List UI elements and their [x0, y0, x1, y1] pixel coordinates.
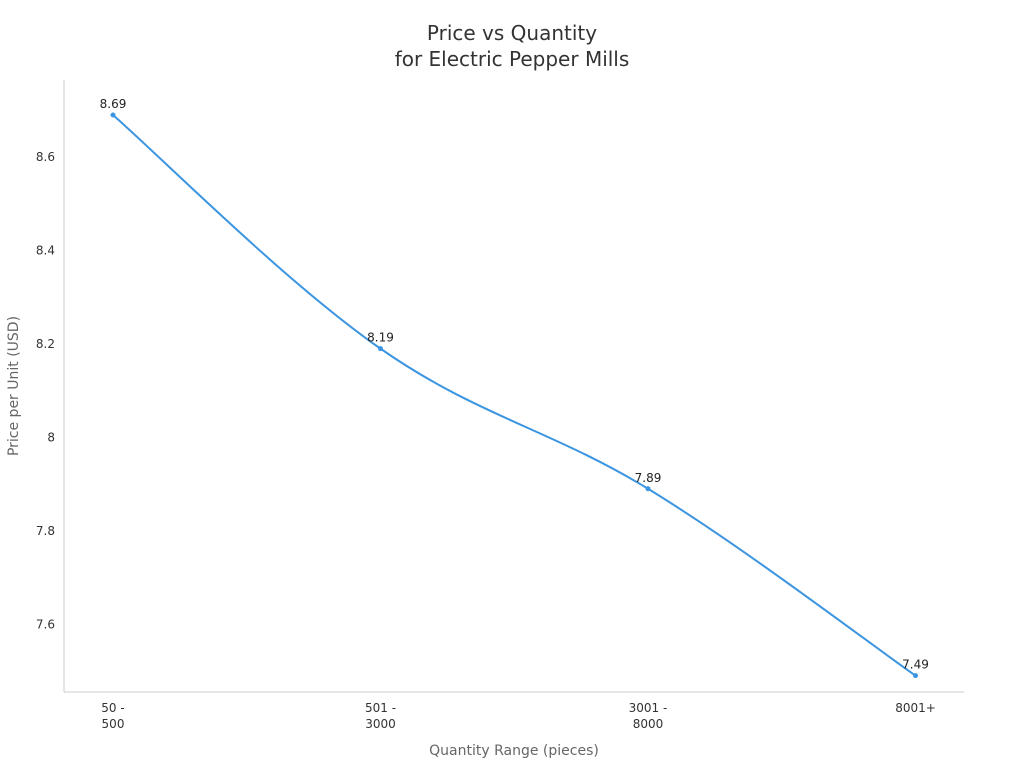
x-tick-label: 50 - [101, 701, 124, 715]
chart-title-line-1: Price vs Quantity [427, 21, 597, 45]
y-tick-label: 7.6 [36, 617, 55, 631]
data-label: 8.19 [367, 331, 394, 345]
data-points [110, 112, 918, 679]
x-tick-label: 500 [102, 717, 125, 731]
data-label: 7.89 [635, 471, 662, 485]
x-tick-label: 8000 [633, 717, 664, 731]
data-point [378, 346, 383, 352]
y-tick-labels: 7.6 7.8 8 8.2 8.4 8.6 [36, 150, 55, 631]
data-labels: 8.69 8.19 7.89 7.49 [100, 97, 929, 672]
x-tick-label: 501 - [365, 701, 396, 715]
y-tick-label: 8 [47, 430, 55, 444]
series-line [112, 114, 917, 677]
data-point [110, 112, 116, 118]
x-tick-label: 8001+ [895, 701, 936, 715]
x-tick-label: 3001 - [629, 701, 668, 715]
x-axis-label: Quantity Range (pieces) [429, 743, 599, 759]
y-axis-label: Price per Unit (USD) [6, 316, 22, 456]
y-tick-label: 8.2 [36, 337, 55, 351]
data-point [645, 486, 651, 492]
chart-title: Price vs Quantity for Electric Pepper Mi… [395, 21, 630, 71]
data-label: 8.69 [100, 97, 127, 111]
y-tick-label: 8.4 [36, 244, 55, 258]
y-tick-label: 8.6 [36, 150, 55, 164]
chart-title-line-2: for Electric Pepper Mills [395, 47, 630, 71]
x-tick-label: 3000 [365, 717, 396, 731]
x-tick-labels: 50 - 500 501 - 3000 3001 - 8000 8001+ [101, 701, 936, 731]
y-tick-label: 7.8 [36, 524, 55, 538]
data-point [913, 673, 918, 679]
data-label: 7.49 [902, 658, 929, 672]
